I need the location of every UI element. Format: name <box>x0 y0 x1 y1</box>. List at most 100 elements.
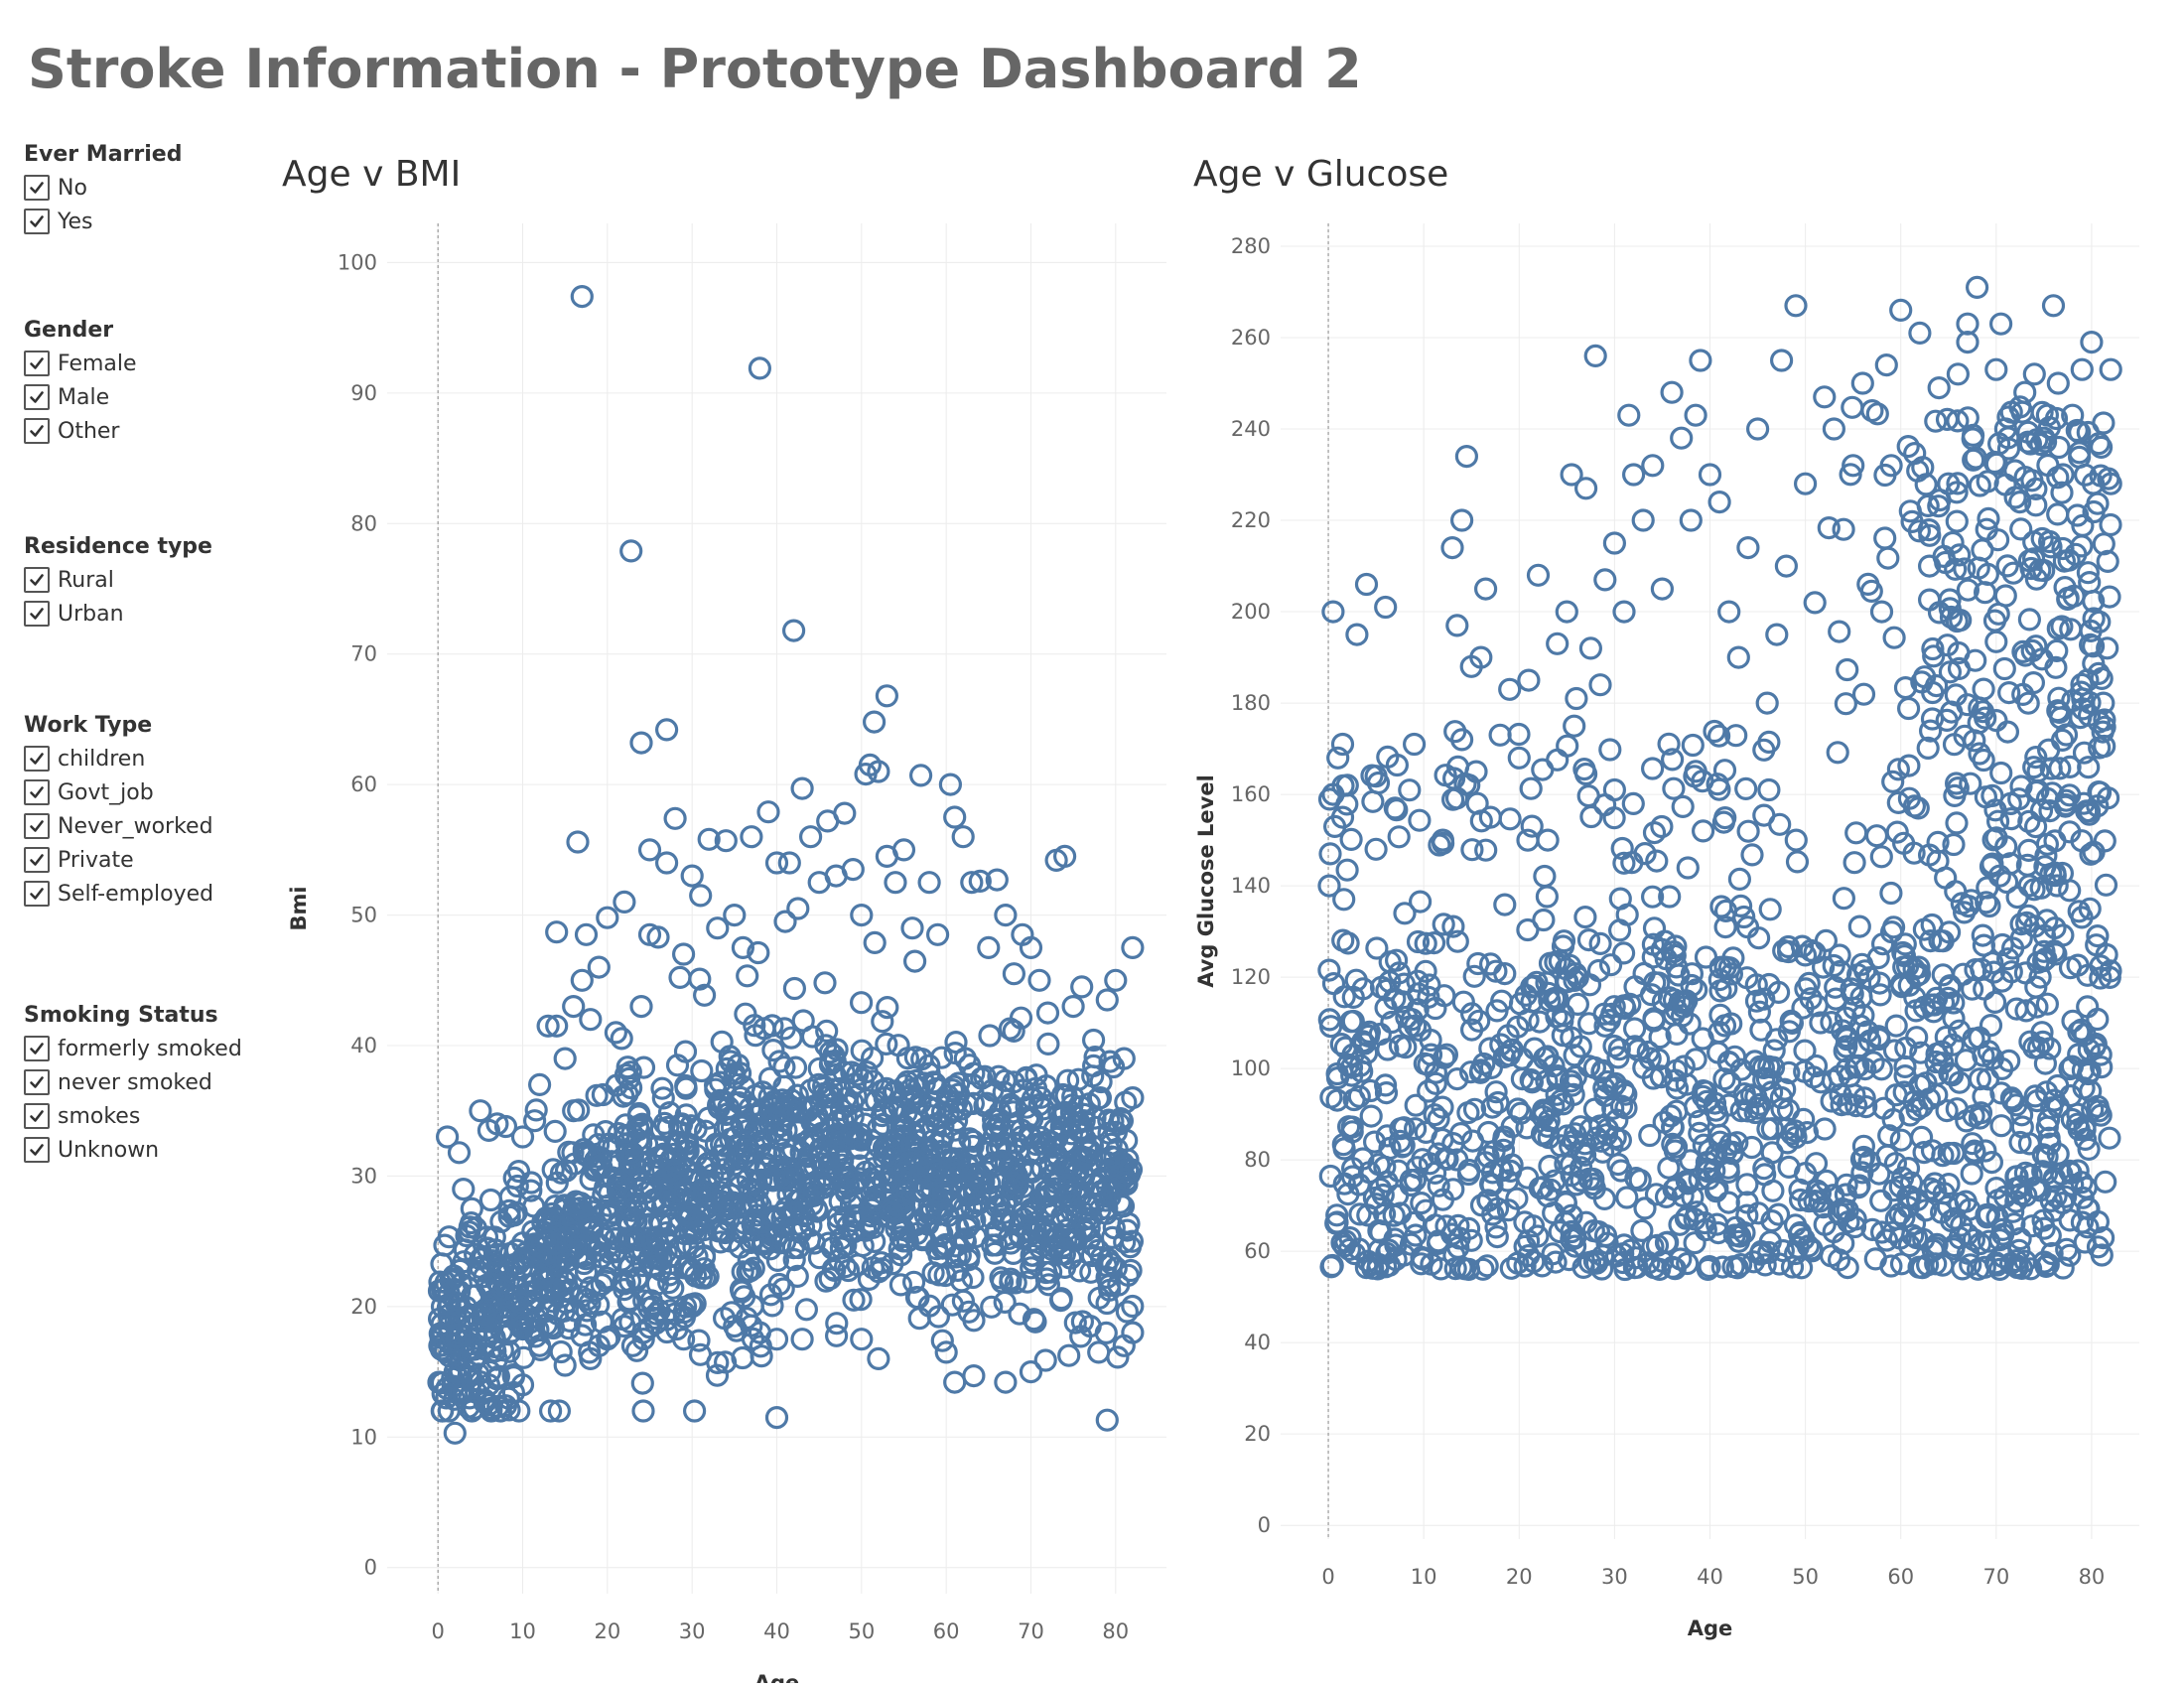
checkmark-icon[interactable] <box>24 567 50 593</box>
y-tick-label: 60 <box>1244 1239 1271 1263</box>
data-point <box>1057 1190 1082 1213</box>
filter-option-unknown[interactable]: Unknown <box>24 1133 242 1167</box>
data-point <box>1119 1158 1144 1182</box>
data-point <box>1485 1224 1509 1249</box>
filter-option-never-worked[interactable]: Never_worked <box>24 809 213 843</box>
checkmark-icon[interactable] <box>24 351 50 376</box>
checkmark-icon[interactable] <box>24 209 50 234</box>
data-point <box>1936 986 1961 1011</box>
data-point <box>1335 858 1359 882</box>
data-point <box>1832 517 1855 541</box>
data-point <box>2058 1056 2082 1081</box>
data-point <box>508 1316 533 1339</box>
checkmark-icon[interactable] <box>24 779 50 805</box>
data-point <box>1622 463 1646 487</box>
filter-work-type: Work Type children Govt_job Never_worked… <box>24 710 213 911</box>
filter-option-formerly-smoked[interactable]: formerly smoked <box>24 1032 242 1065</box>
data-point <box>744 1024 767 1048</box>
filter-option-label: Urban <box>58 601 124 627</box>
data-point <box>1355 1023 1379 1048</box>
checkmark-icon[interactable] <box>24 813 50 839</box>
filter-option-label: No <box>58 175 87 201</box>
data-point <box>1744 973 1768 997</box>
data-point <box>981 1233 1005 1257</box>
data-point <box>1548 1219 1571 1244</box>
filter-option-rural[interactable]: Rural <box>24 563 212 597</box>
checkmark-icon[interactable] <box>24 881 50 907</box>
data-point <box>1560 1227 1583 1251</box>
data-point <box>2044 406 2069 431</box>
data-point <box>689 884 713 908</box>
filter-option-smokes[interactable]: smokes <box>24 1099 242 1133</box>
data-point <box>1716 1156 1740 1180</box>
data-point <box>1414 1198 1437 1222</box>
data-point <box>1042 1235 1066 1259</box>
data-point <box>1913 665 1937 689</box>
data-point <box>760 1294 784 1318</box>
data-point <box>732 1147 755 1171</box>
data-point <box>811 1074 836 1098</box>
data-point <box>549 1339 573 1364</box>
chart-age-v-bmi[interactable]: 0 10 20 30 40 50 60 70 80 0 10 20 30 40 50 60 70 80 90 100 A… <box>278 213 1191 1683</box>
data-point <box>989 1266 1013 1290</box>
data-point <box>674 1076 698 1100</box>
chart-age-v-glucose[interactable]: 0 10 20 30 40 50 60 70 80 0 20 40 60 80 100 120 140 160 18… <box>1191 213 2174 1683</box>
data-point <box>875 684 899 708</box>
checkmark-icon[interactable] <box>24 418 50 444</box>
filter-option-self-employed[interactable]: Self-employed <box>24 877 213 911</box>
data-point <box>1120 1229 1145 1253</box>
data-point <box>1791 996 1815 1020</box>
checkmark-icon[interactable] <box>24 746 50 772</box>
checkmark-icon[interactable] <box>24 1069 50 1095</box>
data-point <box>1797 1190 1821 1213</box>
data-point <box>1961 1132 1984 1156</box>
filter-option-female[interactable]: Female <box>24 347 137 380</box>
filter-option-private[interactable]: Private <box>24 843 213 877</box>
data-point <box>1103 1174 1127 1197</box>
filter-option-never-smoked[interactable]: never smoked <box>24 1065 242 1099</box>
data-point <box>681 1294 705 1319</box>
data-point <box>1101 1109 1125 1133</box>
filter-heading: Smoking Status <box>24 1003 218 1028</box>
data-point <box>1956 331 1979 354</box>
checkmark-icon[interactable] <box>24 175 50 201</box>
data-point <box>1641 757 1665 780</box>
data-point <box>1010 1118 1033 1142</box>
filter-option-govt-job[interactable]: Govt_job <box>24 775 213 809</box>
data-point <box>981 1107 1006 1131</box>
data-point <box>840 1060 864 1084</box>
data-point <box>1538 1154 1562 1179</box>
checkmark-icon[interactable] <box>24 1103 50 1129</box>
data-point <box>1793 472 1818 495</box>
data-point <box>1872 1096 1896 1120</box>
data-point <box>1902 1211 1927 1236</box>
checkmark-icon[interactable] <box>24 601 50 627</box>
data-point <box>493 1114 518 1139</box>
checkmark-icon[interactable] <box>24 1036 50 1061</box>
data-point <box>562 1099 586 1123</box>
data-point <box>1822 953 1845 978</box>
filter-option-male[interactable]: Male <box>24 380 137 414</box>
filter-option-children[interactable]: children <box>24 742 213 775</box>
data-point <box>1849 1147 1874 1172</box>
data-point <box>1993 417 2018 441</box>
checkmark-icon[interactable] <box>24 1137 50 1163</box>
data-point <box>1002 1019 1025 1044</box>
checkmark-icon[interactable] <box>24 847 50 873</box>
data-point <box>2004 1093 2028 1117</box>
checkmark-icon[interactable] <box>24 384 50 410</box>
filter-option-urban[interactable]: Urban <box>24 597 212 631</box>
data-point <box>1729 1099 1753 1123</box>
data-point <box>1671 794 1695 819</box>
data-point <box>1989 1114 2013 1138</box>
filter-option-no[interactable]: No <box>24 171 182 205</box>
data-point <box>1783 1119 1807 1143</box>
data-point <box>1563 714 1586 738</box>
filter-option-yes[interactable]: Yes <box>24 205 182 238</box>
filter-option-other[interactable]: Other <box>24 414 137 448</box>
y-tick-label: 220 <box>1231 508 1271 532</box>
data-point <box>2032 426 2056 450</box>
data-point <box>1893 1063 1917 1088</box>
data-point <box>1481 1202 1505 1226</box>
data-point <box>1066 1067 1090 1091</box>
